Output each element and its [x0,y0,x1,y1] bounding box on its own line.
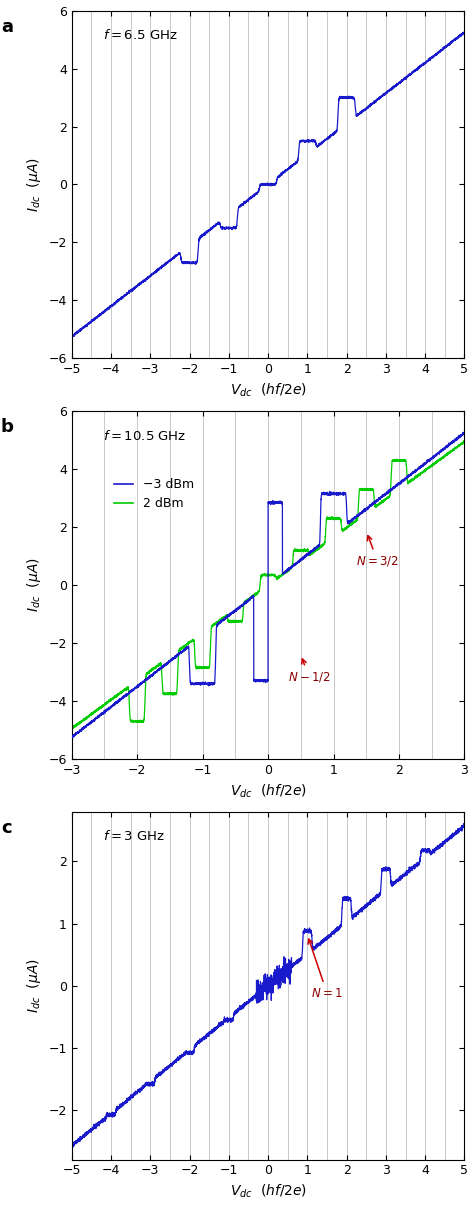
Text: $N=1$: $N=1$ [308,939,343,1000]
Y-axis label: $I_{dc}$  $({\mu}A)$: $I_{dc}$ $({\mu}A)$ [25,557,43,613]
Text: $f = 6.5$ GHz: $f = 6.5$ GHz [103,28,178,42]
X-axis label: $V_{dc}$  $(hf/2e)$: $V_{dc}$ $(hf/2e)$ [229,382,307,399]
Text: $N-1/2$: $N-1/2$ [288,658,330,684]
X-axis label: $V_{dc}$  $(hf/2e)$: $V_{dc}$ $(hf/2e)$ [229,783,307,800]
Text: a: a [1,18,13,35]
Y-axis label: $I_{dc}$  $({\mu}A)$: $I_{dc}$ $({\mu}A)$ [25,959,43,1013]
Text: $f = 3$ GHz: $f = 3$ GHz [103,830,165,843]
Text: $f = 10.5$ GHz: $f = 10.5$ GHz [103,428,186,443]
Text: $N=3/2$: $N=3/2$ [356,535,399,568]
Text: b: b [1,418,14,437]
Legend: −3 dBm, 2 dBm: −3 dBm, 2 dBm [109,473,199,515]
X-axis label: $V_{dc}$  $(hf/2e)$: $V_{dc}$ $(hf/2e)$ [229,1183,307,1200]
Y-axis label: $I_{dc}$  $({\mu}A)$: $I_{dc}$ $({\mu}A)$ [25,157,43,212]
Text: c: c [1,819,11,837]
